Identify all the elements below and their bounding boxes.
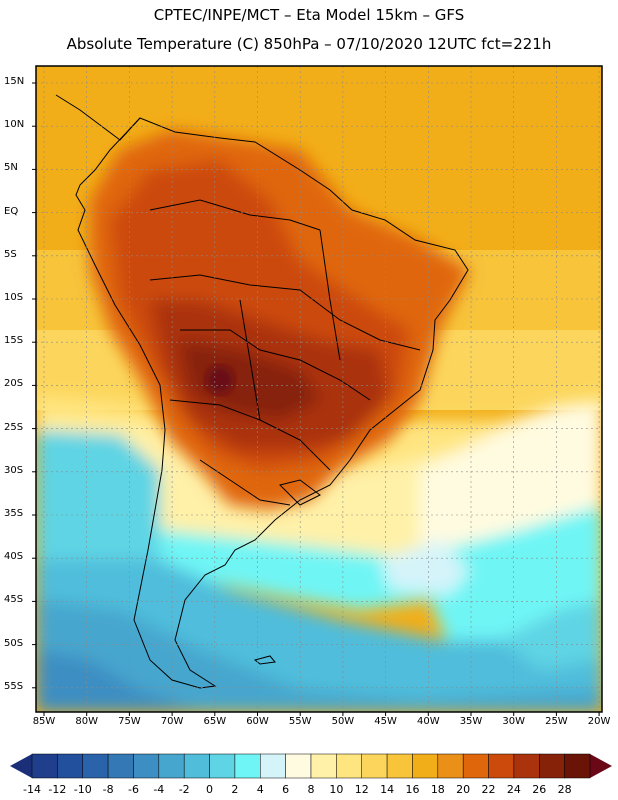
colorbar-swatch (539, 753, 565, 779)
lon-label: 40W (416, 716, 440, 727)
lat-label: 30S (4, 464, 24, 476)
colorbar-label: 0 (206, 783, 214, 796)
colorbar-swatch (437, 753, 464, 779)
lon-label: 60W (246, 716, 269, 727)
lon-label: 85W (32, 716, 56, 727)
colorbar-swatch (260, 753, 286, 779)
colorbar-swatch (285, 753, 312, 779)
colorbar-swatch (107, 753, 134, 779)
colorbar-label: 18 (430, 783, 445, 796)
colorbar-swatch (133, 753, 160, 779)
lat-label: 5N (4, 162, 18, 174)
colorbar-label: -4 (153, 783, 165, 796)
colorbar-label: 24 (506, 783, 521, 796)
colorbar-high-arrow (590, 754, 612, 778)
colorbar-swatch (82, 753, 109, 779)
colorbar-label: -8 (102, 783, 114, 796)
colorbar-label: 26 (532, 783, 547, 796)
lon-label: 20W (587, 716, 611, 727)
colorbar-label: 22 (481, 783, 496, 796)
lat-label: 35S (4, 508, 24, 519)
colorbar-label: 28 (557, 783, 572, 796)
lon-label: 30W (502, 716, 525, 727)
colorbar-label: 16 (405, 783, 420, 796)
colorbar-swatch (209, 753, 236, 779)
lon-label: 80W (75, 716, 98, 727)
colorbar-swatch (158, 753, 185, 779)
colorbar-label: 4 (256, 783, 264, 796)
lat-label: EQ (4, 205, 19, 217)
colorbar-label: -2 (178, 783, 190, 796)
colorbar-swatch (361, 753, 388, 779)
lat-label: 20S (4, 378, 24, 390)
lon-label: 75W (118, 716, 141, 727)
lat-label: 50S (4, 637, 24, 649)
lon-label: 25W (545, 716, 568, 727)
map-subtitle: Absolute Temperature (C) 850hPa – 07/10/… (66, 35, 552, 53)
graticule (36, 66, 602, 712)
colorbar-swatch (234, 753, 261, 779)
colorbar-swatch (336, 753, 362, 779)
colorbar-label: 8 (307, 783, 315, 796)
lat-label: 5S (4, 248, 17, 260)
lat-label: 15N (4, 76, 25, 87)
map-title: CPTEC/INPE/MCT – Eta Model 15km – GFS (153, 6, 465, 24)
colorbar-swatch (488, 753, 515, 779)
colorbar-swatch (412, 753, 439, 779)
lon-label: 65W (203, 716, 227, 727)
colorbar-low-arrow (10, 754, 32, 778)
colorbar-label: 14 (380, 783, 395, 796)
lat-label: 10S (4, 292, 24, 303)
colorbar-swatch (513, 753, 540, 779)
colorbar-label: 20 (456, 783, 471, 796)
colorbar-label: -12 (48, 783, 67, 796)
lat-label: 55S (4, 680, 24, 692)
lat-label: 40S (4, 551, 24, 563)
lon-label: 50W (331, 716, 355, 727)
colorbar-label: -10 (73, 783, 92, 796)
colorbar-swatch (57, 753, 83, 779)
lat-label: 15S (4, 335, 24, 347)
coastline (55, 94, 469, 689)
colorbar-label: 2 (231, 783, 239, 796)
colorbar-swatch (310, 753, 337, 779)
temperature-field (36, 66, 602, 712)
colorbar-label: 12 (354, 783, 369, 796)
colorbar-label: 10 (329, 783, 344, 796)
lat-label: 10N (4, 119, 25, 131)
lon-label: 55W (288, 716, 312, 727)
colorbar-swatch (31, 753, 58, 779)
map-frame (35, 65, 603, 713)
lat-label: 45S (4, 594, 24, 606)
colorbar-label: 6 (282, 783, 290, 796)
colorbar-swatch (386, 753, 413, 779)
lon-label: 45W (374, 716, 397, 727)
colorbar-swatch (564, 753, 591, 779)
colorbar-label: -14 (23, 783, 41, 796)
colorbar-label: -6 (127, 783, 139, 796)
colorbar (10, 753, 612, 779)
lon-label: 35W (459, 716, 483, 727)
lat-label: 25S (4, 421, 24, 433)
axis-ticks (32, 82, 600, 716)
lon-label: 70W (160, 716, 184, 727)
colorbar-swatch (462, 753, 489, 779)
colorbar-swatch (183, 753, 210, 779)
